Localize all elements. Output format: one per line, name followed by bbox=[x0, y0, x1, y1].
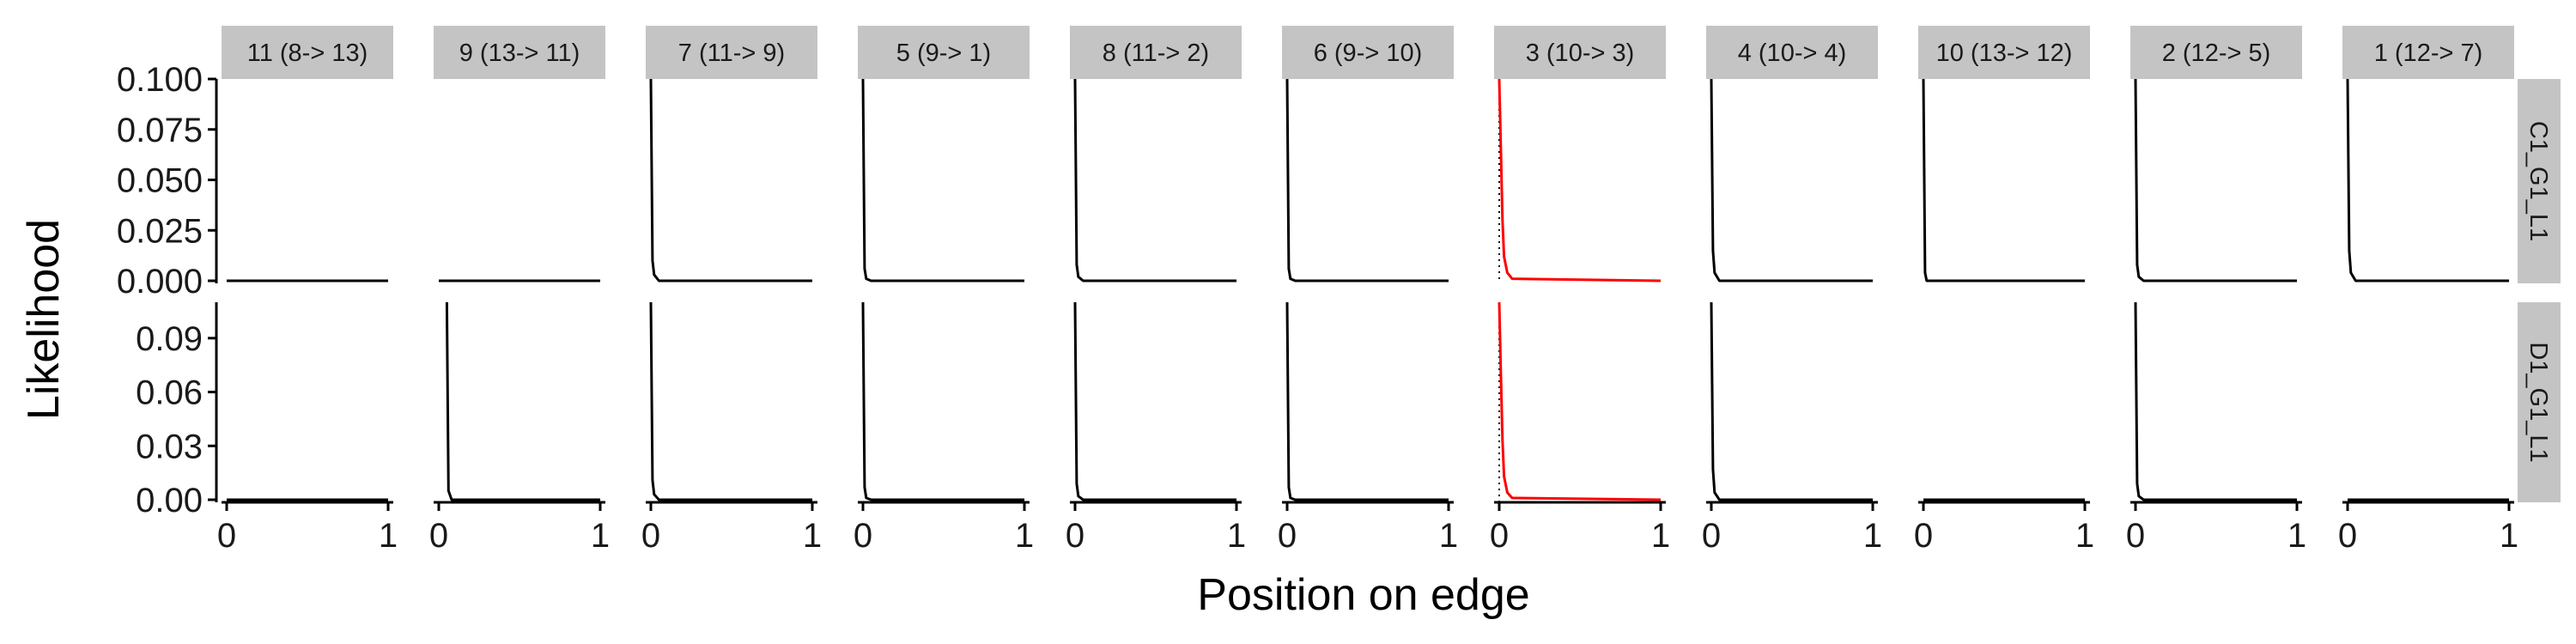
y-tick-label: 0.025 bbox=[117, 212, 203, 250]
y-tick-label: 0.00 bbox=[136, 482, 203, 519]
x-tick-label: 0 bbox=[1914, 517, 1933, 555]
series-line bbox=[2134, 301, 2297, 501]
x-tick-label: 1 bbox=[1651, 517, 1670, 555]
series-line bbox=[1922, 78, 2085, 283]
facet-strip bbox=[2342, 26, 2514, 79]
series-line bbox=[1710, 301, 1873, 501]
x-axis-title: Position on edge bbox=[1197, 570, 1529, 620]
series-line bbox=[1498, 301, 1662, 501]
series-line bbox=[649, 301, 812, 501]
x-tick-label: 0 bbox=[854, 517, 872, 555]
series-line bbox=[445, 301, 600, 501]
x-tick-label: 1 bbox=[2287, 517, 2306, 555]
facet-strip bbox=[434, 26, 605, 79]
x-tick-label: 0 bbox=[2126, 517, 2145, 555]
facet-strip-label: 3 (10-> 3) bbox=[1526, 39, 1635, 67]
facet-strip-label: 6 (9-> 10) bbox=[1314, 39, 1423, 67]
x-tick-label: 0 bbox=[217, 517, 236, 555]
facet-grid: 11 (8-> 13) 9 (13-> 11) 7 (11-> 9) 5 (9-> 1… bbox=[117, 26, 2561, 555]
facet-strip-label: 4 (10-> 4) bbox=[1738, 39, 1847, 67]
x-tick-label: 1 bbox=[1863, 517, 1882, 555]
facet-strip bbox=[1918, 26, 2090, 79]
facet-strip bbox=[222, 26, 393, 79]
facet-strip-label: 1 (12-> 7) bbox=[2374, 39, 2483, 67]
series-line bbox=[1073, 301, 1236, 501]
facet-strip bbox=[1282, 26, 1454, 79]
facet-strip-label: 9 (13-> 11) bbox=[459, 39, 580, 67]
x-tick-label: 1 bbox=[1227, 517, 1246, 555]
facet-strip bbox=[646, 26, 817, 79]
x-tick-label: 0 bbox=[1278, 517, 1297, 555]
y-tick-label: 0.03 bbox=[136, 428, 203, 465]
x-tick-label: 0 bbox=[641, 517, 660, 555]
series-line bbox=[2134, 78, 2297, 283]
facet-strip-label: 7 (11-> 9) bbox=[678, 39, 785, 67]
series-line bbox=[861, 78, 1024, 283]
facet-strip bbox=[858, 26, 1030, 79]
series-line bbox=[861, 301, 1024, 501]
series-line bbox=[649, 78, 812, 283]
x-tick-label: 1 bbox=[2075, 517, 2094, 555]
x-tick-label: 1 bbox=[1439, 517, 1458, 555]
facet-strip-label: 11 (8-> 13) bbox=[247, 39, 368, 67]
x-tick-label: 0 bbox=[429, 517, 448, 555]
row-strip-label: C1_G1_L1 bbox=[2524, 121, 2552, 241]
y-tick-label: 0.000 bbox=[117, 263, 203, 301]
x-tick-label: 1 bbox=[2500, 517, 2518, 555]
x-tick-label: 0 bbox=[2338, 517, 2357, 555]
facet-strip-label: 8 (11-> 2) bbox=[1103, 39, 1209, 67]
series-line bbox=[1285, 78, 1449, 283]
x-tick-label: 0 bbox=[1490, 517, 1509, 555]
x-tick-label: 1 bbox=[379, 517, 398, 555]
y-tick-label: 0.075 bbox=[117, 112, 203, 149]
x-tick-label: 1 bbox=[591, 517, 610, 555]
y-tick-label: 0.06 bbox=[136, 374, 203, 412]
row-strip bbox=[2518, 79, 2561, 283]
x-tick-label: 0 bbox=[1066, 517, 1084, 555]
series-line bbox=[2346, 78, 2509, 283]
row-strip bbox=[2518, 302, 2561, 502]
row-strip-label: D1_G1_L1 bbox=[2524, 342, 2552, 462]
series-line bbox=[1710, 78, 1873, 283]
x-tick-label: 1 bbox=[1015, 517, 1034, 555]
facet-strip-label: 5 (9-> 1) bbox=[896, 39, 991, 67]
series-line bbox=[1073, 78, 1236, 283]
series-line bbox=[1498, 78, 1662, 283]
facet-strip bbox=[1494, 26, 1666, 79]
x-tick-label: 0 bbox=[1702, 517, 1721, 555]
series-line bbox=[1285, 301, 1449, 501]
facet-strip-label: 10 (13-> 12) bbox=[1936, 39, 2073, 67]
facet-strip-label: 2 (12-> 5) bbox=[2162, 39, 2271, 67]
y-axis-title: Likelihood bbox=[19, 219, 69, 420]
facet-strip bbox=[2130, 26, 2302, 79]
facet-strip bbox=[1070, 26, 1242, 79]
y-tick-label: 0.09 bbox=[136, 320, 203, 358]
facet-strip bbox=[1706, 26, 1878, 79]
x-tick-label: 1 bbox=[803, 517, 822, 555]
y-tick-label: 0.050 bbox=[117, 162, 203, 200]
y-tick-label: 0.100 bbox=[117, 61, 203, 99]
